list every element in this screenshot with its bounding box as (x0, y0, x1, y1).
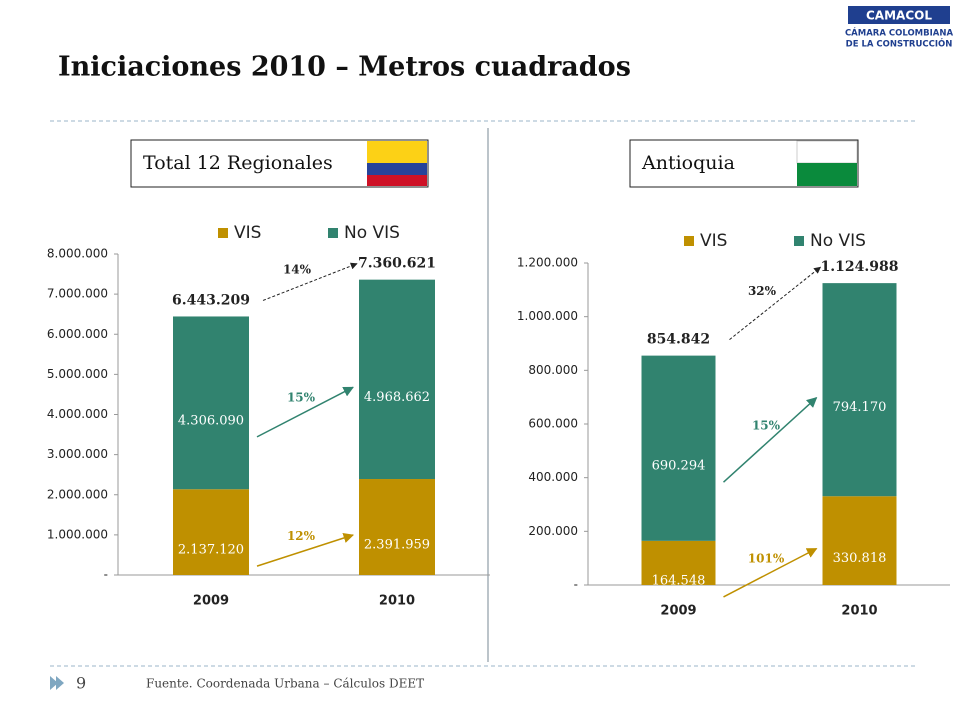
y-tick-label: 8.000.000 (47, 247, 108, 261)
panel-title: Total 12 Regionales (143, 152, 333, 174)
panel-label: Total 12 Regionales (130, 139, 429, 188)
x-tick-label: 2010 (841, 604, 877, 619)
bar-segment (822, 283, 897, 497)
x-tick-label: 2009 (660, 604, 696, 619)
y-tick-label: 200.000 (528, 524, 578, 538)
slide-title: Iniciaciones 2010 – Metros cuadrados (58, 52, 631, 83)
bar-value-label: 2.391.959 (364, 538, 430, 553)
growth-label: 15% (752, 418, 781, 432)
y-tick-label: 4.000.000 (47, 407, 108, 421)
logo-name: CAMACOL (866, 9, 932, 23)
legend-label: VIS (700, 231, 727, 251)
page-number: 9 (76, 674, 86, 693)
y-tick-label: 600.000 (528, 417, 578, 431)
logo: CAMACOL CÁMARA COLOMBIANA DE LA CONSTRUC… (845, 6, 954, 50)
flag-stripe (367, 141, 427, 163)
legend-swatch (328, 228, 338, 238)
flag-stripe (797, 163, 857, 186)
y-tick-label: 400.000 (528, 470, 578, 484)
total-label: 1.124.988 (821, 259, 899, 275)
flag-stripe (367, 163, 427, 175)
legend-swatch (684, 236, 694, 246)
bar-value-label: 164.548 (652, 573, 706, 588)
bar-value-label: 330.818 (833, 551, 887, 566)
growth-arrow (256, 532, 354, 567)
bar-value-label: 794.170 (833, 400, 887, 415)
x-tick-label: 2010 (379, 594, 415, 609)
y-tick-label: 1.000.000 (47, 527, 108, 541)
bar-segment (641, 355, 716, 541)
logo-band (848, 6, 950, 24)
y-tick-label: 2.000.000 (47, 487, 108, 501)
growth-arrow (723, 547, 818, 598)
legend-label: VIS (234, 223, 261, 243)
legend-swatch (794, 236, 804, 246)
flag-stripe (367, 175, 427, 186)
y-tick-label: - (574, 578, 578, 592)
bar-segment (359, 479, 435, 575)
bar-value-label: 4.968.662 (364, 390, 430, 405)
bar-value-label: 690.294 (652, 459, 706, 474)
logo-line: DE LA CONSTRUCCIÓN (846, 38, 953, 50)
source: Fuente. Coordenada Urbana – Cálculos DEE… (146, 677, 424, 691)
growth-arrow (262, 262, 358, 301)
y-tick-label: 1.200.000 (517, 256, 578, 270)
growth-label: 15% (287, 391, 316, 405)
y-tick-label: 3.000.000 (47, 447, 108, 461)
y-tick-label: 1.000.000 (517, 309, 578, 323)
x-tick-label: 2009 (193, 594, 229, 609)
growth-label: 32% (748, 284, 777, 298)
growth-label: 101% (748, 551, 785, 565)
flag-stripe (796, 140, 858, 164)
legend-swatch (218, 228, 228, 238)
growth-arrow (722, 396, 818, 483)
y-tick-label: - (104, 568, 108, 582)
total-label: 854.842 (647, 332, 710, 348)
y-tick-label: 7.000.000 (47, 287, 108, 301)
bar-value-label: 4.306.090 (178, 413, 244, 428)
bar-segment (822, 496, 897, 585)
bar-segment (173, 316, 249, 490)
y-tick-label: 800.000 (528, 363, 578, 377)
growth-label: 12% (287, 529, 316, 543)
bar-segment (641, 540, 716, 585)
total-label: 6.443.209 (172, 292, 250, 308)
panel-title: Antioquia (641, 152, 735, 174)
panel-label: Antioquia (629, 139, 859, 188)
bar-segment (173, 489, 249, 575)
legend-label: No VIS (810, 231, 866, 251)
growth-arrow (256, 386, 354, 438)
y-tick-label: 5.000.000 (47, 367, 108, 381)
growth-label: 14% (283, 263, 312, 277)
footer-icon (50, 676, 64, 690)
growth-arrow (729, 266, 822, 341)
legend-label: No VIS (344, 223, 400, 243)
total-label: 7.360.621 (358, 256, 436, 272)
logo-line: CÁMARA COLOMBIANA (845, 27, 954, 39)
bar-value-label: 2.137.120 (178, 543, 244, 558)
bar-segment (359, 279, 435, 480)
y-tick-label: 6.000.000 (47, 327, 108, 341)
